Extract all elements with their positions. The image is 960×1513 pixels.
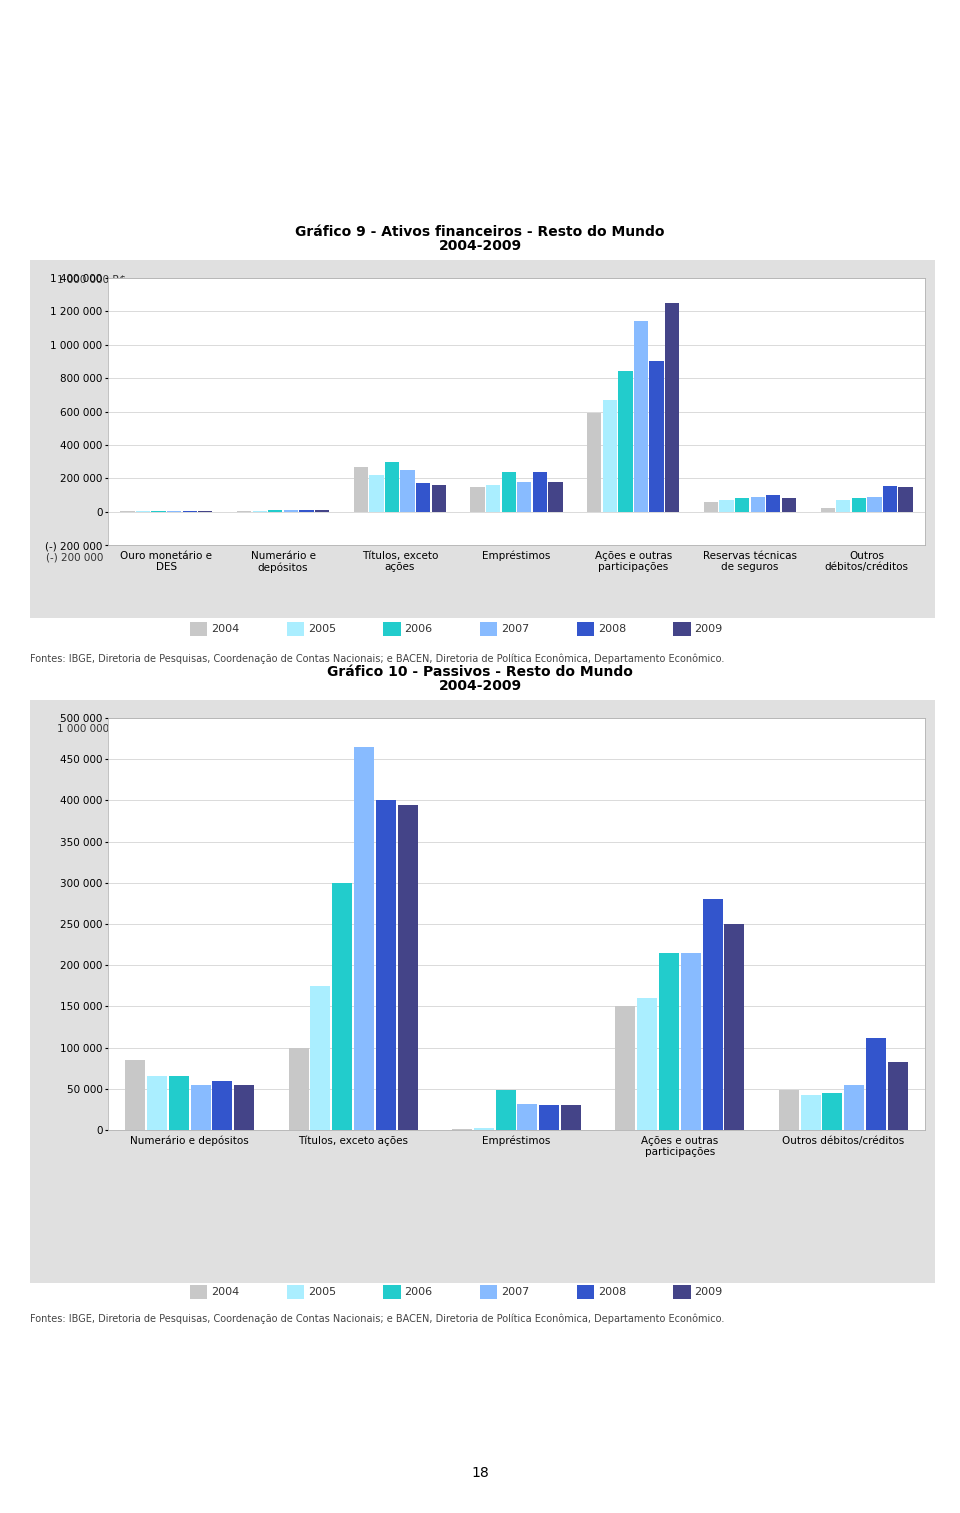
Text: Gráfico 9 - Ativos financeiros - Resto do Mundo: Gráfico 9 - Ativos financeiros - Resto d… xyxy=(296,225,664,239)
Bar xyxy=(725,924,744,1130)
Text: Gráfico 10 - Passivos - Resto do Mundo: Gráfico 10 - Passivos - Resto do Mundo xyxy=(327,666,633,679)
Bar xyxy=(416,483,430,511)
Bar xyxy=(474,1129,493,1130)
Bar xyxy=(540,1106,560,1130)
Bar xyxy=(432,486,445,511)
Text: 2004-2009: 2004-2009 xyxy=(439,239,521,253)
Bar xyxy=(751,496,765,511)
Text: 2007: 2007 xyxy=(501,625,529,634)
Bar xyxy=(561,1106,581,1130)
Bar xyxy=(704,502,718,511)
Bar xyxy=(147,1076,167,1130)
Bar xyxy=(883,486,898,511)
Bar xyxy=(501,472,516,511)
Text: 1 000 000 R$: 1 000 000 R$ xyxy=(58,274,127,284)
Bar xyxy=(533,472,547,511)
Bar xyxy=(603,399,617,511)
Bar xyxy=(353,466,368,511)
Bar xyxy=(888,1062,908,1130)
Bar xyxy=(332,882,352,1130)
Bar xyxy=(517,483,532,511)
Bar xyxy=(618,372,633,511)
Bar xyxy=(548,483,563,511)
Bar xyxy=(400,471,415,511)
Text: 2004: 2004 xyxy=(211,625,239,634)
Bar xyxy=(844,1085,864,1130)
Bar xyxy=(486,486,500,511)
Bar xyxy=(781,498,796,511)
Text: 2005: 2005 xyxy=(308,1288,336,1297)
Bar xyxy=(634,321,648,511)
Text: 2004: 2004 xyxy=(211,1288,239,1297)
Text: (-) 200 000: (-) 200 000 xyxy=(46,552,104,563)
Bar xyxy=(212,1080,232,1130)
Bar xyxy=(801,1094,821,1130)
Bar xyxy=(470,487,485,511)
Text: Fontes: IBGE, Diretoria de Pesquisas, Coordenação de Contas Nacionais; e BACEN, : Fontes: IBGE, Diretoria de Pesquisas, Co… xyxy=(30,654,725,664)
Bar xyxy=(823,1092,843,1130)
Bar xyxy=(719,499,733,511)
Text: 2007: 2007 xyxy=(501,1288,529,1297)
Text: 18: 18 xyxy=(471,1466,489,1480)
Text: 2006: 2006 xyxy=(404,1288,433,1297)
Bar xyxy=(821,508,835,511)
Text: 2004-2009: 2004-2009 xyxy=(439,679,521,693)
Bar xyxy=(169,1076,189,1130)
Bar xyxy=(637,999,658,1130)
Bar xyxy=(495,1091,516,1130)
Bar xyxy=(735,498,750,511)
Bar xyxy=(284,510,298,511)
Text: 2009: 2009 xyxy=(694,625,723,634)
Bar xyxy=(649,362,663,511)
Bar xyxy=(836,499,851,511)
Bar xyxy=(191,1085,210,1130)
Text: 2008: 2008 xyxy=(598,625,626,634)
Bar xyxy=(867,496,881,511)
Text: Fontes: IBGE, Diretoria de Pesquisas, Coordenação de Contas Nacionais; e BACEN, : Fontes: IBGE, Diretoria de Pesquisas, Co… xyxy=(30,1313,725,1324)
Bar xyxy=(310,986,330,1130)
Bar xyxy=(615,1006,636,1130)
Text: 2009: 2009 xyxy=(694,1288,723,1297)
Bar xyxy=(766,495,780,511)
Bar xyxy=(397,805,418,1130)
Bar xyxy=(665,303,680,511)
Text: 2006: 2006 xyxy=(404,625,433,634)
Bar xyxy=(385,461,399,511)
Bar xyxy=(125,1061,145,1130)
Bar xyxy=(779,1091,799,1130)
Bar xyxy=(354,747,374,1130)
Text: 1 000 000 R$: 1 000 000 R$ xyxy=(58,723,127,734)
Bar xyxy=(899,487,913,511)
Bar xyxy=(588,413,602,511)
Bar xyxy=(234,1085,254,1130)
Bar xyxy=(289,1047,309,1130)
Bar xyxy=(659,953,679,1130)
Text: 2005: 2005 xyxy=(308,625,336,634)
Bar xyxy=(852,498,866,511)
Bar xyxy=(681,953,701,1130)
Bar xyxy=(375,800,396,1130)
Bar xyxy=(866,1038,886,1130)
Bar xyxy=(703,899,723,1130)
Text: 2008: 2008 xyxy=(598,1288,626,1297)
Bar xyxy=(370,475,384,511)
Bar xyxy=(517,1103,538,1130)
Bar xyxy=(300,510,314,511)
